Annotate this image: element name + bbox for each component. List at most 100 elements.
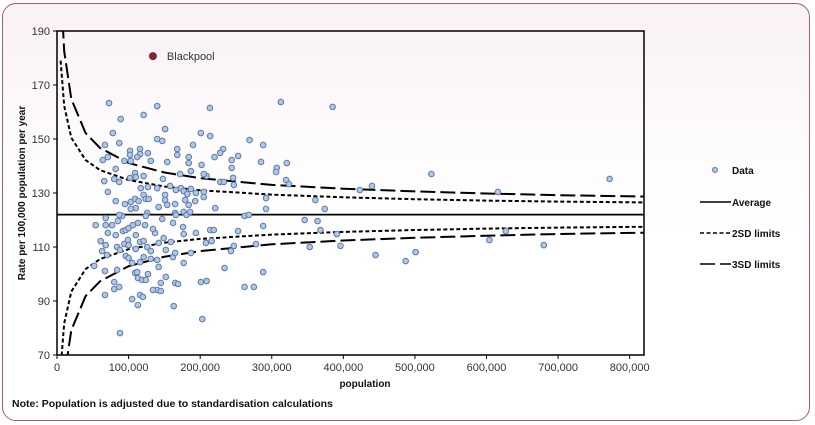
data-point (180, 259, 188, 267)
data-point (173, 151, 181, 159)
data-point (128, 259, 136, 267)
legend-average-label: Average (732, 198, 772, 209)
data-point (167, 238, 175, 246)
data-point (372, 251, 379, 259)
data-point (221, 264, 228, 272)
data-point (228, 164, 235, 172)
data-point (428, 170, 435, 178)
data-point (333, 230, 341, 238)
data-point (200, 193, 208, 201)
data-point (262, 194, 270, 202)
data-point (142, 212, 150, 220)
data-point (216, 149, 224, 157)
data-point (140, 237, 147, 245)
data-point (183, 190, 191, 198)
data-point (100, 177, 108, 185)
data-point (241, 283, 248, 291)
data-point (402, 257, 409, 265)
y-tick-label: 90 (38, 296, 50, 308)
data-point (155, 203, 162, 211)
data-point (157, 287, 165, 295)
x-tick-label: 800,000 (610, 362, 650, 374)
data-point (116, 329, 124, 337)
data-point (108, 221, 116, 229)
data-point (171, 200, 179, 208)
data-point (174, 280, 182, 288)
data-point (166, 182, 174, 190)
data-point (160, 234, 167, 242)
data-point (101, 141, 109, 149)
data-point (114, 217, 122, 225)
data-point (163, 158, 171, 166)
data-point (301, 216, 308, 224)
x-tick-label: 500,000 (395, 362, 435, 374)
x-tick-label: 0 (54, 362, 60, 374)
data-point (540, 241, 548, 249)
data-point (356, 186, 364, 194)
data-point (187, 167, 195, 175)
data-point (206, 104, 214, 112)
data-point (157, 279, 165, 287)
data-point (250, 283, 258, 291)
data-point (125, 241, 132, 249)
data-point (337, 242, 344, 250)
data-point (202, 239, 210, 247)
data-point (321, 205, 329, 213)
data-point (494, 188, 502, 196)
data-point (153, 184, 161, 192)
data-point (283, 159, 291, 167)
data-point (140, 111, 147, 119)
data-point (191, 197, 199, 205)
data-point (97, 237, 104, 245)
data-point (229, 174, 237, 182)
data-point (102, 214, 109, 222)
data-point (127, 157, 135, 165)
data-point (161, 125, 169, 133)
data-point (179, 223, 187, 231)
data-point (329, 103, 336, 111)
data-point (120, 157, 128, 165)
data-point (162, 246, 170, 254)
data-point (143, 243, 151, 251)
data-point (149, 225, 157, 233)
data-point (172, 211, 180, 219)
data-point (134, 301, 142, 309)
data-point (211, 153, 218, 161)
data-point (115, 178, 123, 186)
data-point (92, 221, 99, 229)
x-tick-label: 300,000 (252, 362, 292, 374)
data-point (285, 180, 293, 188)
data-point (115, 139, 123, 147)
data-point (306, 243, 313, 251)
data-point (155, 239, 162, 247)
data-point (133, 268, 141, 276)
data-point (162, 273, 170, 281)
data-point (102, 221, 109, 229)
data-point (153, 102, 161, 110)
data-point (144, 270, 152, 278)
data-point (137, 184, 145, 192)
data-point (126, 174, 134, 182)
data-point (144, 183, 152, 191)
data-point (228, 156, 235, 164)
data-point (147, 157, 155, 165)
data-point (252, 240, 260, 248)
footnote: Note: Population is adjusted due to stan… (12, 398, 333, 410)
y-axis-label: Rate per 100,000 population per year (17, 106, 28, 281)
data-point (227, 247, 235, 255)
data-point (185, 159, 193, 167)
chart-card (2, 3, 810, 421)
data-point (103, 251, 111, 259)
data-point (149, 286, 157, 294)
data-point (246, 136, 253, 144)
data-point (368, 182, 376, 190)
y-tick-label: 170 (32, 80, 50, 92)
data-point (206, 132, 214, 140)
x-tick-label: 600,000 (467, 362, 507, 374)
data-point (133, 153, 141, 161)
data-point (272, 168, 280, 176)
data-point (116, 246, 124, 254)
data-point (210, 226, 218, 234)
data-point (198, 161, 205, 169)
data-point (181, 196, 189, 204)
